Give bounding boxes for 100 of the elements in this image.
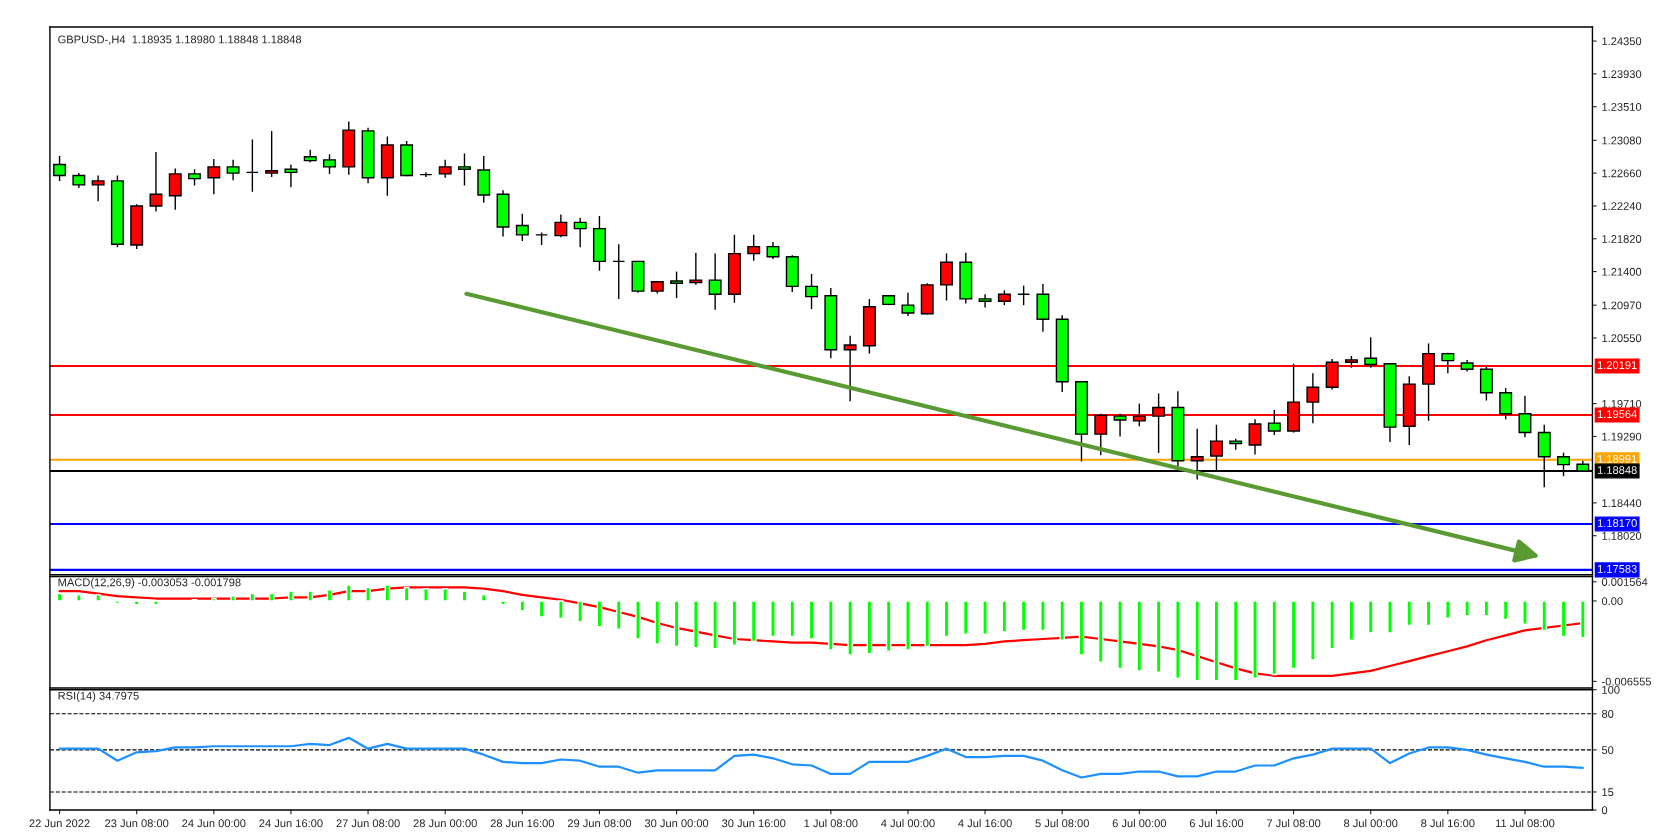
y-tick-label: 1.19710 [1602, 399, 1642, 408]
bar [1367, 600, 1374, 634]
candlestick [1499, 387, 1513, 420]
x-tick-label: 30 Jun 16:00 [722, 819, 786, 828]
bar [635, 600, 641, 640]
bar [808, 600, 815, 640]
bar [1406, 600, 1413, 627]
bar [693, 600, 699, 649]
bar [365, 586, 371, 602]
bar [423, 588, 429, 602]
bar [1097, 600, 1104, 663]
candlestick [689, 252, 703, 286]
chart-title: RSI(14) 34.7975 [58, 691, 139, 702]
bar [76, 594, 82, 602]
candlestick [284, 163, 298, 188]
candlestick [940, 252, 953, 302]
bar [712, 600, 718, 650]
bar [403, 586, 410, 602]
y-tick-label: 0.00 [1601, 597, 1623, 606]
bar [1348, 600, 1355, 641]
y-tick-label: 100 [1602, 685, 1620, 694]
x-tick-label: 30 Jun 00:00 [644, 819, 709, 828]
bar [326, 589, 333, 602]
bar [384, 584, 391, 602]
ref-line-label: 1.18991 [1597, 454, 1637, 463]
y-tick-label: 1.23080 [1602, 136, 1642, 145]
bar [56, 592, 63, 602]
candlestick [515, 213, 529, 242]
x-tick-label: 27 Jun 08:00 [336, 819, 400, 828]
x-tick-label: 22 Jun 2022 [29, 819, 90, 828]
y-tick-label: 15 [1602, 788, 1614, 797]
bar [943, 600, 950, 638]
bar [1059, 600, 1066, 641]
bar [538, 600, 545, 618]
bar [1271, 600, 1278, 676]
bar [1425, 600, 1432, 627]
candlestick [207, 158, 221, 195]
y-tick-label: 1.20970 [1602, 301, 1642, 310]
bar [885, 600, 892, 652]
bar [673, 600, 680, 648]
x-tick-label: 28 Jun 16:00 [490, 819, 555, 828]
bar [1445, 600, 1451, 619]
y-tick-label: 1.22660 [1602, 169, 1642, 178]
x-tick-label: 6 Jul 16:00 [1189, 819, 1244, 828]
bar [1310, 600, 1316, 661]
bar [500, 600, 506, 606]
y-tick-label: 1.22240 [1602, 202, 1642, 211]
bar [615, 600, 622, 630]
candlestick [226, 159, 240, 181]
bar [461, 590, 468, 602]
ref-line-label: 1.18848 [1597, 466, 1637, 474]
candlestick [323, 153, 336, 175]
x-tick-label: 1 Jul 08:00 [804, 819, 858, 828]
x-tick-label: 23 Jun 08:00 [105, 819, 169, 828]
bar [750, 600, 757, 643]
bar [230, 595, 236, 602]
candlestick [612, 243, 626, 300]
bar [442, 588, 449, 602]
ref-line-label: 1.19564 [1597, 410, 1637, 419]
bar [982, 600, 988, 635]
bar [847, 600, 853, 656]
bar [1040, 600, 1046, 632]
candlestick [554, 213, 568, 238]
y-tick-label: 0.001564 [1601, 578, 1648, 586]
bar [1175, 600, 1181, 679]
candlestick [1267, 409, 1281, 436]
y-tick-label: 1.20550 [1602, 334, 1642, 343]
x-tick-label: 28 Jun 00:00 [413, 819, 477, 828]
candlestick [91, 174, 105, 202]
x-tick-label: 7 Jul 08:00 [1266, 819, 1321, 828]
bar [345, 584, 352, 602]
bar [1020, 600, 1027, 632]
y-tick-label: 50 [1601, 746, 1614, 754]
bar [1117, 600, 1123, 670]
bar [731, 600, 738, 646]
bar [480, 594, 487, 602]
bar [1329, 600, 1335, 650]
bar [288, 590, 294, 602]
bar [1078, 600, 1085, 656]
bar [1579, 600, 1586, 639]
candlestick [245, 138, 259, 193]
bar [558, 600, 564, 619]
bar [249, 592, 256, 602]
x-tick-label: 11 Jul 08:00 [1495, 819, 1555, 828]
y-tick-label: 80 [1601, 710, 1614, 718]
bar [962, 600, 969, 635]
bar [153, 600, 159, 606]
candlestick [1113, 413, 1127, 438]
candlestick [265, 130, 279, 178]
candlestick [53, 155, 67, 182]
ref-line-label: 1.17583 [1597, 564, 1637, 573]
candlestick [1479, 366, 1493, 402]
y-tick-label: 1.18440 [1602, 499, 1642, 508]
bar [1483, 600, 1490, 617]
x-tick-label: 8 Jul 00:00 [1344, 819, 1398, 828]
x-tick-label: 4 Jul 16:00 [958, 819, 1012, 828]
candlestick [419, 171, 433, 178]
bar [828, 600, 834, 651]
x-tick-label: 5 Jul 08:00 [1035, 819, 1089, 828]
y-tick-label: 1.21400 [1602, 267, 1642, 276]
